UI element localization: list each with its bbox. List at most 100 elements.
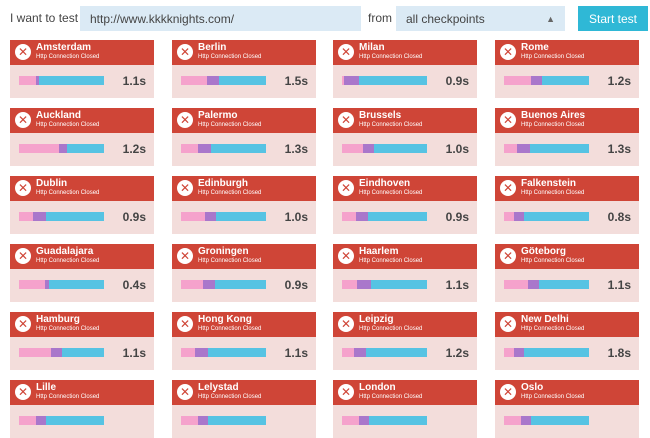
dns-segment [504,144,517,153]
checkpoint-card[interactable]: ✕ Palermo Http Connection Closed 1.3s [172,108,316,166]
checkpoint-city: Oslo [521,382,544,393]
card-body [333,405,477,438]
card-header: ✕ Milan Http Connection Closed [333,40,477,65]
checkpoint-card[interactable]: ✕ Guadalajara Http Connection Closed 0.4s [10,244,154,302]
checkpoint-city: Hamburg [36,314,80,325]
url-input[interactable] [80,6,361,31]
card-body: 1.1s [495,269,639,302]
checkpoint-city: Rome [521,42,549,53]
dns-segment [342,76,344,85]
error-x-icon: ✕ [338,384,354,400]
checkpoint-status: Http Connection Closed [36,258,100,264]
transfer-segment [539,280,589,289]
checkpoint-card[interactable]: ✕ Auckland Http Connection Closed 1.2s [10,108,154,166]
checkpoint-card[interactable]: ✕ Hamburg Http Connection Closed 1.1s [10,312,154,370]
card-body: 1.3s [495,133,639,166]
checkpoint-card[interactable]: ✕ Göteborg Http Connection Closed 1.1s [495,244,639,302]
checkpoint-card[interactable]: ✕ Berlin Http Connection Closed 1.5s [172,40,316,98]
card-body: 0.8s [495,201,639,234]
card-header: ✕ Eindhoven Http Connection Closed [333,176,477,201]
timing-bar [342,76,427,85]
checkpoint-city: London [359,382,396,393]
checkpoint-select[interactable]: all checkpoints ▲︎ [396,6,565,31]
start-test-button[interactable]: Start test [578,6,648,31]
dns-segment [504,348,514,357]
card-body: 1.0s [172,201,316,234]
error-x-icon: ✕ [15,248,31,264]
card-body: 1.3s [172,133,316,166]
response-time: 1.5s [284,74,308,88]
checkpoint-status: Http Connection Closed [198,394,262,400]
card-header: ✕ Lille Http Connection Closed [10,380,154,405]
timing-bar [19,76,104,85]
timing-bar [181,76,266,85]
error-x-icon: ✕ [15,384,31,400]
checkpoint-card[interactable]: ✕ Haarlem Http Connection Closed 1.1s [333,244,477,302]
dns-segment [19,144,59,153]
connect-segment [59,144,67,153]
dns-segment [19,76,36,85]
checkpoint-card[interactable]: ✕ Lille Http Connection Closed [10,380,154,438]
timing-bar [181,280,266,289]
error-x-icon: ✕ [338,248,354,264]
connect-segment [198,144,211,153]
checkpoint-card[interactable]: ✕ London Http Connection Closed [333,380,477,438]
dns-segment [342,212,356,221]
dns-segment [342,416,359,425]
card-body: 1.1s [10,65,154,98]
timing-bar [19,348,104,357]
checkpoint-card[interactable]: ✕ Edinburgh Http Connection Closed 1.0s [172,176,316,234]
checkpoint-city: Lille [36,382,57,393]
dns-segment [181,348,195,357]
connect-segment [528,280,539,289]
connect-segment [514,348,524,357]
checkpoint-status: Http Connection Closed [521,54,585,60]
checkpoint-card[interactable]: ✕ Oslo Http Connection Closed [495,380,639,438]
checkpoint-status: Http Connection Closed [198,122,262,128]
checkpoint-card[interactable]: ✕ Amsterdam Http Connection Closed 1.1s [10,40,154,98]
error-x-icon: ✕ [15,180,31,196]
dns-segment [342,280,357,289]
timing-bar [19,212,104,221]
transfer-segment [524,212,589,221]
card-body: 0.9s [10,201,154,234]
checkpoint-card[interactable]: ✕ Hong Kong Http Connection Closed 1.1s [172,312,316,370]
timing-bar [19,416,104,425]
checkpoint-status: Http Connection Closed [521,190,585,196]
card-body [10,405,154,438]
card-header: ✕ Edinburgh Http Connection Closed [172,176,316,201]
transfer-segment [542,76,589,85]
timing-bar [181,212,266,221]
checkpoint-card[interactable]: ✕ Groningen Http Connection Closed 0.9s [172,244,316,302]
error-x-icon: ✕ [177,248,193,264]
timing-bar [504,76,589,85]
card-header: ✕ Dublin Http Connection Closed [10,176,154,201]
checkpoint-card[interactable]: ✕ Buenos Aires Http Connection Closed 1.3s [495,108,639,166]
error-x-icon: ✕ [177,180,193,196]
checkpoint-card[interactable]: ✕ Rome Http Connection Closed 1.2s [495,40,639,98]
transfer-segment [215,280,266,289]
test-prefix-label: I want to test [10,11,79,25]
checkpoint-card[interactable]: ✕ Falkenstein Http Connection Closed 0.8s [495,176,639,234]
checkpoint-card[interactable]: ✕ Milan Http Connection Closed 0.9s [333,40,477,98]
from-label: from [368,11,392,25]
checkpoint-card[interactable]: ✕ New Delhi Http Connection Closed 1.8s [495,312,639,370]
checkpoint-status: Http Connection Closed [36,394,100,400]
checkpoint-card[interactable]: ✕ Brussels Http Connection Closed 1.0s [333,108,477,166]
card-header: ✕ Leipzig Http Connection Closed [333,312,477,337]
error-x-icon: ✕ [500,112,516,128]
checkpoint-card[interactable]: ✕ Leipzig Http Connection Closed 1.2s [333,312,477,370]
transfer-segment [371,280,427,289]
response-time: 1.3s [607,142,631,156]
checkpoint-card[interactable]: ✕ Eindhoven Http Connection Closed 0.9s [333,176,477,234]
checkpoint-status: Http Connection Closed [521,326,585,332]
response-time: 1.1s [445,278,469,292]
card-header: ✕ Guadalajara Http Connection Closed [10,244,154,269]
connect-segment [363,144,374,153]
error-x-icon: ✕ [338,44,354,60]
checkpoint-card[interactable]: ✕ Dublin Http Connection Closed 0.9s [10,176,154,234]
checkpoint-city: Buenos Aires [521,110,586,121]
dns-segment [181,212,205,221]
checkpoint-status: Http Connection Closed [36,54,100,60]
checkpoint-card[interactable]: ✕ Lelystad Http Connection Closed [172,380,316,438]
